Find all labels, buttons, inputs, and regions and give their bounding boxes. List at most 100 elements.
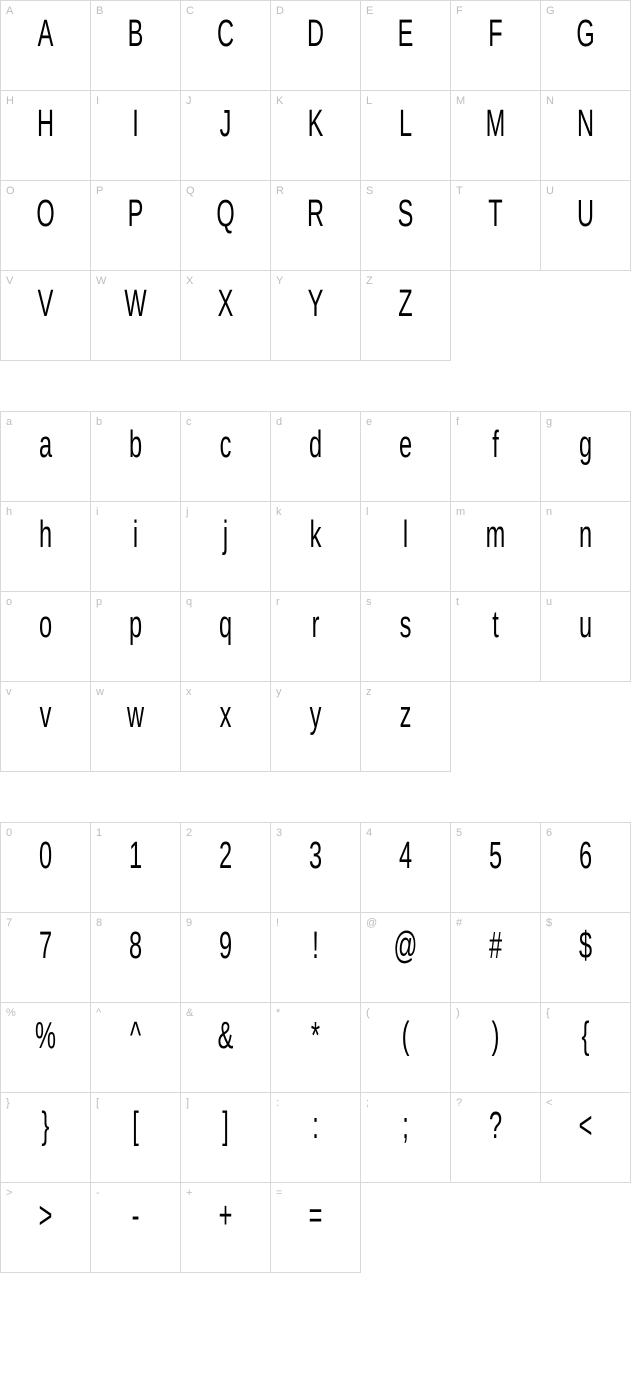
glyph-key-label: c bbox=[186, 416, 192, 428]
glyph-key-label: l bbox=[366, 506, 368, 518]
glyph-key-label: f bbox=[456, 416, 459, 428]
glyph-key-label: 6 bbox=[546, 827, 552, 839]
glyph-key-label: h bbox=[6, 506, 12, 518]
glyph-display: U bbox=[558, 193, 613, 236]
glyph-key-label: s bbox=[366, 596, 372, 608]
glyph-key-label: G bbox=[546, 5, 555, 17]
glyph-display: ] bbox=[198, 1105, 253, 1148]
glyph-cell: == bbox=[271, 1183, 361, 1273]
glyph-cell: (( bbox=[361, 1003, 451, 1093]
glyph-display: B bbox=[108, 13, 163, 56]
glyph-display: ! bbox=[288, 925, 343, 968]
glyph-key-label: n bbox=[546, 506, 552, 518]
glyph-cell: -- bbox=[91, 1183, 181, 1273]
glyph-key-label: 9 bbox=[186, 917, 192, 929]
glyph-display: t bbox=[468, 604, 523, 647]
glyph-key-label: j bbox=[186, 506, 188, 518]
glyph-display: P bbox=[108, 193, 163, 236]
glyph-cell: LL bbox=[361, 91, 451, 181]
glyph-cell: kk bbox=[271, 502, 361, 592]
glyph-display: } bbox=[18, 1105, 73, 1148]
glyph-key-label: I bbox=[96, 95, 99, 107]
glyph-key-label: o bbox=[6, 596, 12, 608]
glyph-cell: qq bbox=[181, 592, 271, 682]
glyph-cell: EE bbox=[361, 1, 451, 91]
glyph-display: z bbox=[378, 694, 433, 737]
glyph-cell: gg bbox=[541, 412, 631, 502]
glyph-display: 5 bbox=[468, 835, 523, 878]
glyph-key-label: Y bbox=[276, 275, 283, 287]
glyph-display: X bbox=[198, 283, 253, 326]
glyph-key-label: 4 bbox=[366, 827, 372, 839]
glyph-display: + bbox=[198, 1195, 253, 1238]
glyph-cell: 99 bbox=[181, 913, 271, 1003]
glyph-display: ; bbox=[378, 1105, 433, 1148]
glyph-key-label: u bbox=[546, 596, 552, 608]
glyph-key-label: T bbox=[456, 185, 463, 197]
glyph-cell: ee bbox=[361, 412, 451, 502]
glyph-display: H bbox=[18, 103, 73, 146]
glyph-display: l bbox=[378, 514, 433, 557]
glyph-chart-root: AABBCCDDEEFFGGHHIIJJKKLLMMNNOOPPQQRRSSTT… bbox=[0, 0, 640, 1273]
glyph-display: u bbox=[558, 604, 613, 647]
glyph-cell: ii bbox=[91, 502, 181, 592]
glyph-display: y bbox=[288, 694, 343, 737]
glyph-key-label: < bbox=[546, 1097, 552, 1109]
glyph-cell: }} bbox=[1, 1093, 91, 1183]
glyph-key-label: A bbox=[6, 5, 13, 17]
glyph-key-label: V bbox=[6, 275, 13, 287]
glyph-display: N bbox=[558, 103, 613, 146]
glyph-display: J bbox=[198, 103, 253, 146]
glyph-key-label: v bbox=[6, 686, 12, 698]
glyph-display: T bbox=[468, 193, 523, 236]
glyph-key-label: a bbox=[6, 416, 12, 428]
glyph-cell: 77 bbox=[1, 913, 91, 1003]
glyph-display: V bbox=[18, 283, 73, 326]
glyph-cell: ** bbox=[271, 1003, 361, 1093]
glyph-cell: tt bbox=[451, 592, 541, 682]
glyph-key-label: r bbox=[276, 596, 280, 608]
glyph-display: % bbox=[18, 1015, 73, 1058]
glyph-display: k bbox=[288, 514, 343, 557]
glyph-display: 8 bbox=[108, 925, 163, 968]
glyph-cell: ?? bbox=[451, 1093, 541, 1183]
glyph-cell: :: bbox=[271, 1093, 361, 1183]
glyph-key-label: O bbox=[6, 185, 15, 197]
glyph-display: s bbox=[378, 604, 433, 647]
glyph-display: 6 bbox=[558, 835, 613, 878]
glyph-key-label: y bbox=[276, 686, 282, 698]
glyph-display: K bbox=[288, 103, 343, 146]
glyph-display: i bbox=[108, 514, 163, 557]
glyph-cell: nn bbox=[541, 502, 631, 592]
glyph-display: Q bbox=[198, 193, 253, 236]
glyph-cell: ll bbox=[361, 502, 451, 592]
glyph-cell: JJ bbox=[181, 91, 271, 181]
glyph-cell: uu bbox=[541, 592, 631, 682]
glyph-cell: 11 bbox=[91, 823, 181, 913]
glyph-key-label: d bbox=[276, 416, 282, 428]
glyph-display: d bbox=[288, 424, 343, 467]
glyph-key-label: [ bbox=[96, 1097, 99, 1109]
glyph-display: : bbox=[288, 1105, 343, 1148]
glyph-display: 0 bbox=[18, 835, 73, 878]
glyph-key-label: } bbox=[6, 1097, 10, 1109]
glyph-cell: 22 bbox=[181, 823, 271, 913]
glyph-cell: 44 bbox=[361, 823, 451, 913]
glyph-cell: hh bbox=[1, 502, 91, 592]
glyph-display: w bbox=[108, 694, 163, 737]
glyph-key-label: b bbox=[96, 416, 102, 428]
glyph-key-label: ^ bbox=[96, 1007, 101, 1019]
glyph-key-label: z bbox=[366, 686, 372, 698]
glyph-key-label: 3 bbox=[276, 827, 282, 839]
glyph-display: * bbox=[288, 1015, 343, 1058]
glyph-display: q bbox=[198, 604, 253, 647]
glyph-display: M bbox=[468, 103, 523, 146]
glyph-cell: NN bbox=[541, 91, 631, 181]
glyph-cell: GG bbox=[541, 1, 631, 91]
glyph-cell: 33 bbox=[271, 823, 361, 913]
glyph-key-label: x bbox=[186, 686, 192, 698]
glyph-display: ( bbox=[378, 1015, 433, 1058]
glyph-display: C bbox=[198, 13, 253, 56]
glyph-cell: ZZ bbox=[361, 271, 451, 361]
glyph-display: v bbox=[18, 694, 73, 737]
